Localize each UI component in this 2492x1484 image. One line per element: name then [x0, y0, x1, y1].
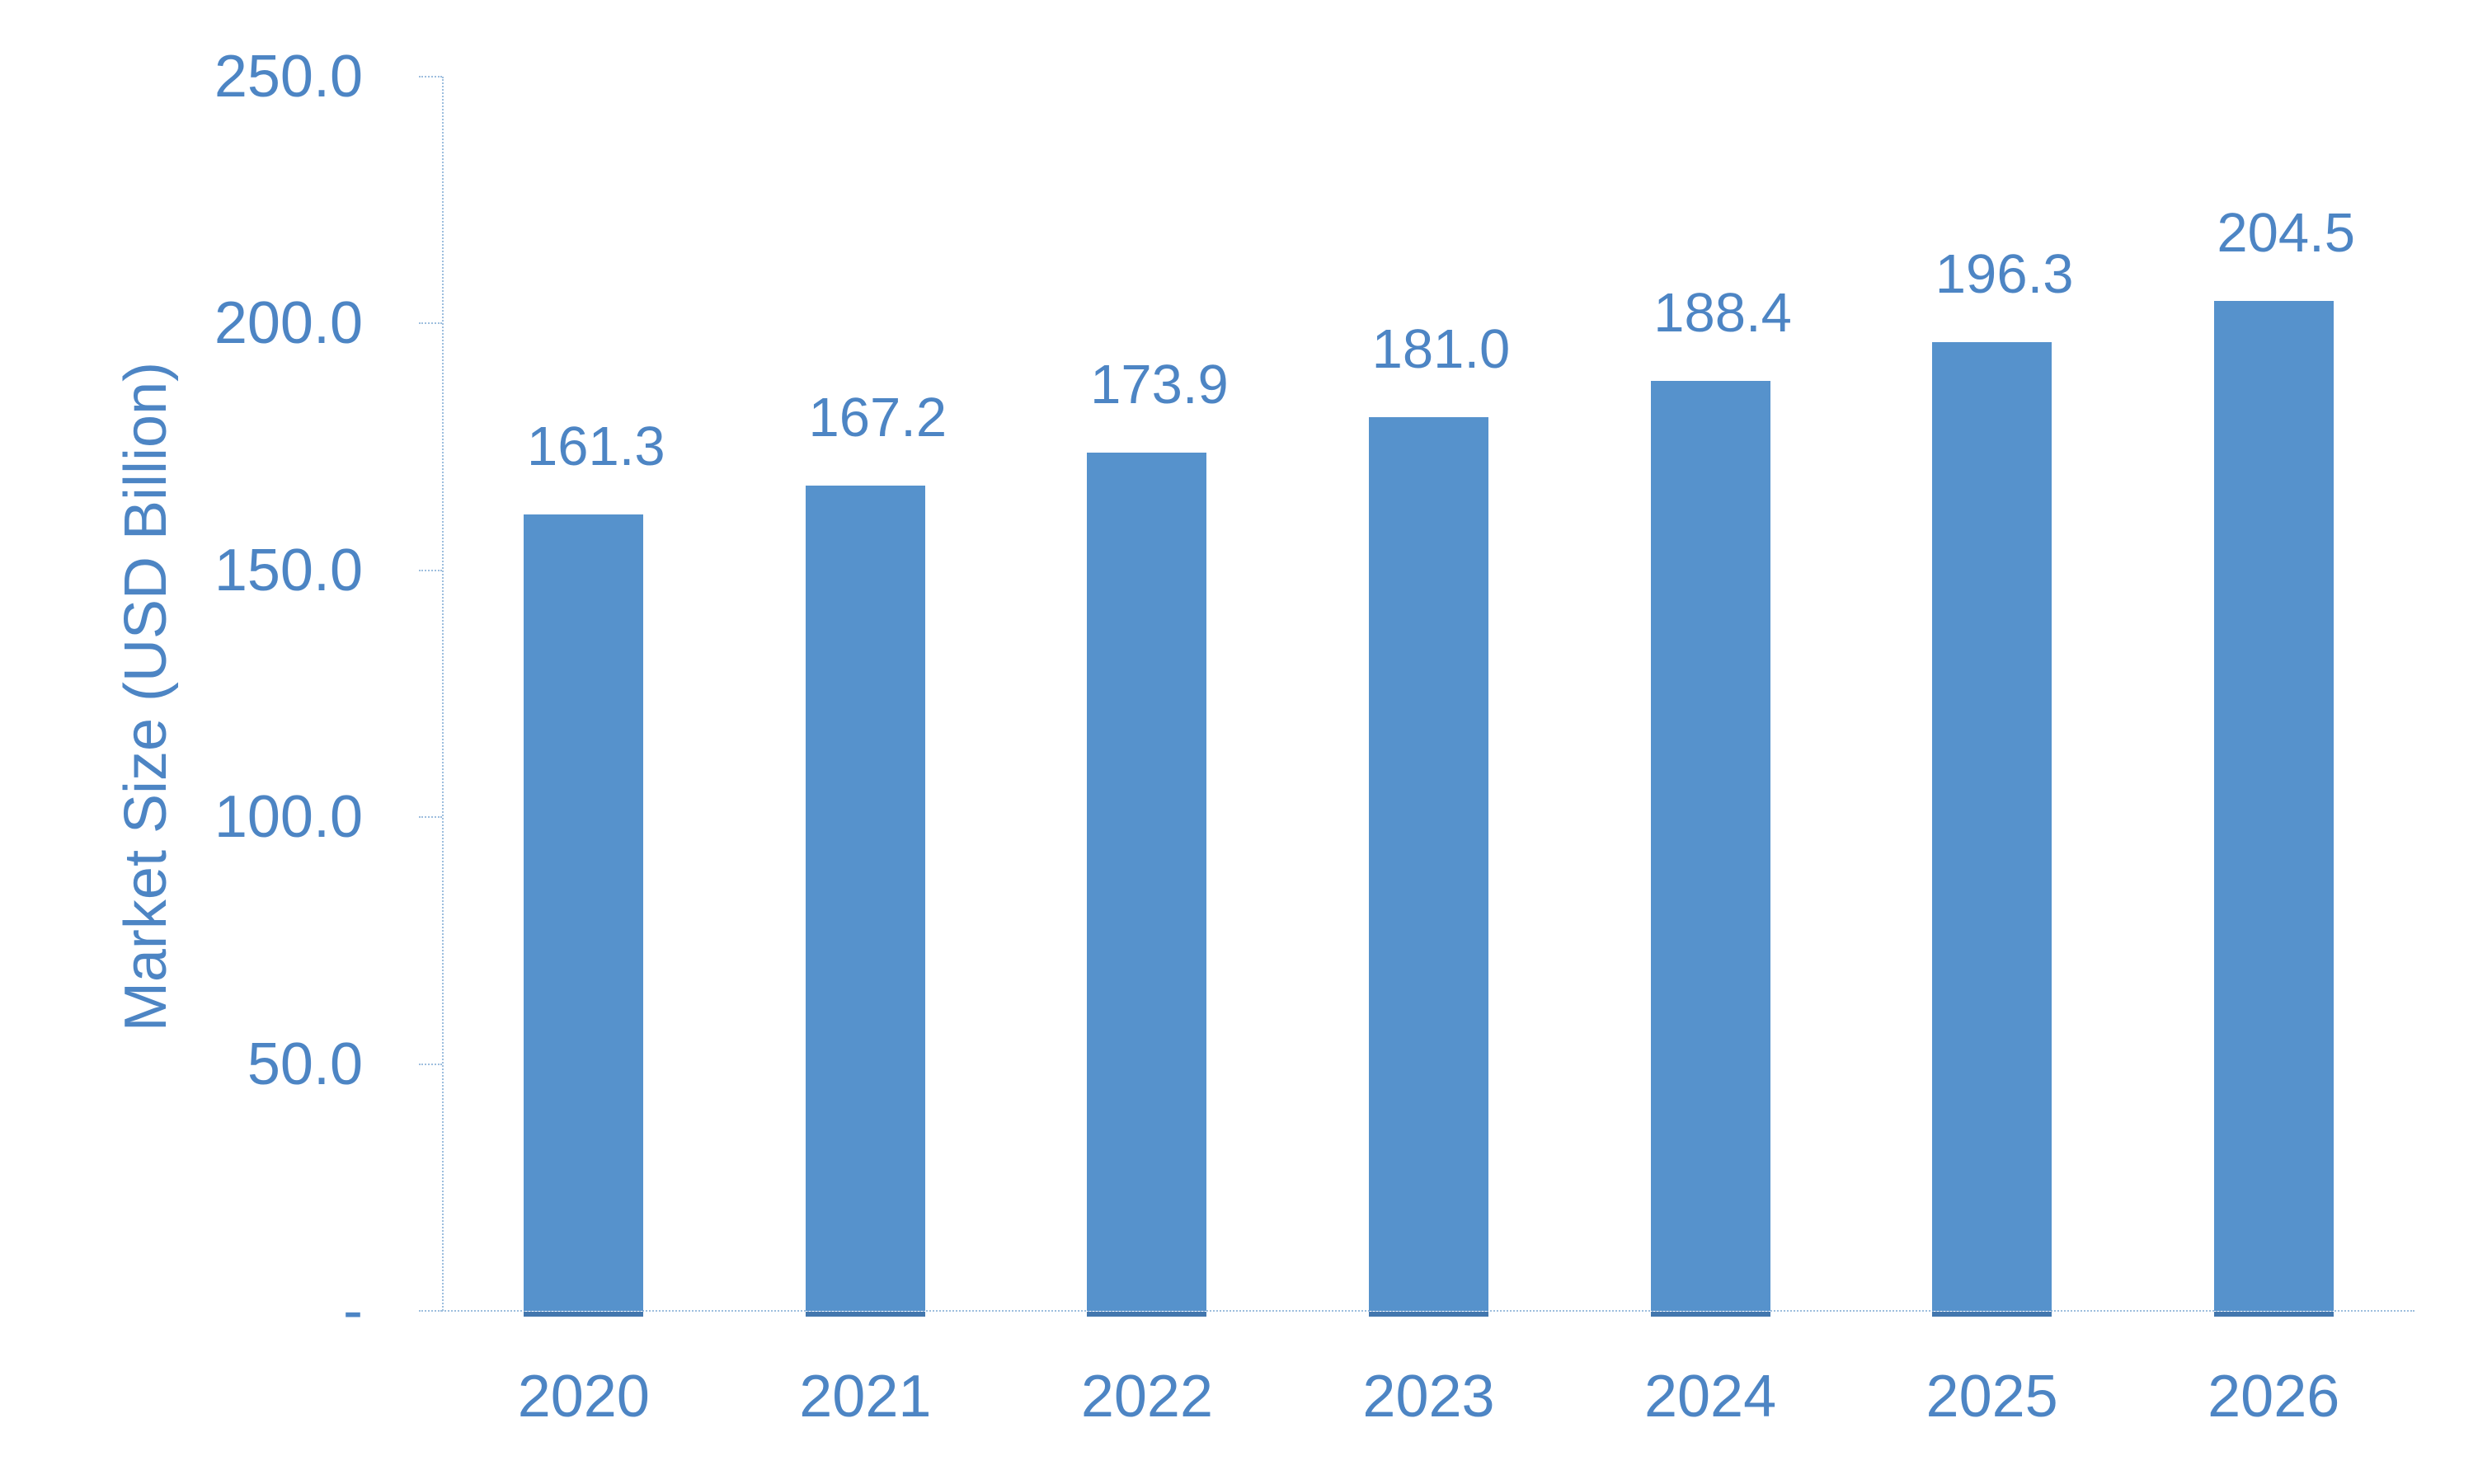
- bar-base-line: [1932, 1312, 2052, 1317]
- y-tick-label: 200.0: [214, 290, 363, 357]
- x-axis-label-2025: 2025: [1925, 1364, 2058, 1430]
- y-tick-mark: [419, 1310, 442, 1312]
- y-tick-mark: [419, 76, 442, 77]
- bar-2023: [1369, 417, 1488, 1311]
- y-tick-label: 150.0: [214, 537, 363, 603]
- bar-2021: [805, 485, 925, 1311]
- x-axis-label-2022: 2022: [1080, 1364, 1213, 1430]
- bar-2020: [524, 514, 644, 1311]
- bar-value-label: 196.3: [1935, 242, 2074, 305]
- bar-value-label: 188.4: [1653, 281, 1792, 344]
- bar-base-line: [1369, 1312, 1488, 1317]
- y-tick-label: -: [343, 1278, 363, 1344]
- bar-value-label: 204.5: [2217, 202, 2356, 265]
- x-axis-label-2024: 2024: [1643, 1364, 1777, 1430]
- bar-2026: [2213, 301, 2334, 1311]
- y-tick-mark: [419, 322, 442, 325]
- x-axis-label-2026: 2026: [2208, 1364, 2340, 1430]
- bar-value-label: 161.3: [526, 416, 665, 478]
- bar-base-line: [524, 1312, 644, 1317]
- bar-base-line: [805, 1312, 925, 1317]
- bar-2022: [1087, 452, 1207, 1311]
- y-tick-label: 50.0: [247, 1031, 363, 1097]
- bar-value-label: 167.2: [808, 386, 947, 448]
- bar-2024: [1650, 380, 1770, 1311]
- y-tick-label: 100.0: [214, 784, 363, 851]
- x-axis-label-2023: 2023: [1362, 1364, 1495, 1430]
- y-tick-mark: [419, 1063, 442, 1065]
- bar-2025: [1932, 341, 2052, 1311]
- bar-value-label: 181.0: [1371, 318, 1511, 381]
- y-axis-line: [442, 77, 444, 1311]
- bar-base-line: [2213, 1312, 2334, 1317]
- bar-value-label: 173.9: [1090, 353, 1229, 416]
- x-axis-line: [419, 1310, 2414, 1312]
- y-tick-mark: [419, 816, 442, 819]
- bar-base-line: [1650, 1312, 1770, 1317]
- x-axis-label-2020: 2020: [517, 1364, 650, 1430]
- y-tick-mark: [419, 569, 442, 571]
- y-tick-label: 250.0: [214, 44, 363, 110]
- x-axis-label-2021: 2021: [799, 1364, 932, 1430]
- bar-base-line: [1087, 1312, 1207, 1317]
